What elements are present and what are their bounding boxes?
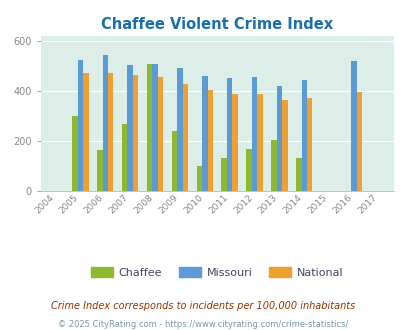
Bar	[127, 65, 132, 191]
Bar	[207, 90, 213, 191]
Bar	[147, 64, 152, 191]
Bar	[281, 100, 287, 191]
Bar	[196, 166, 202, 191]
Bar	[77, 60, 83, 191]
Bar	[257, 94, 262, 191]
Bar	[122, 124, 127, 191]
Bar	[182, 84, 188, 191]
Bar	[83, 73, 88, 191]
Bar	[226, 78, 232, 191]
Bar	[301, 80, 306, 191]
Bar	[232, 94, 237, 191]
Bar	[356, 92, 361, 191]
Bar	[152, 64, 158, 191]
Bar	[108, 73, 113, 191]
Bar	[132, 75, 138, 191]
Bar	[295, 158, 301, 191]
Bar	[72, 116, 77, 191]
Bar	[350, 61, 356, 191]
Bar	[276, 86, 281, 191]
Bar	[177, 68, 182, 191]
Bar	[221, 158, 226, 191]
Text: Crime Index corresponds to incidents per 100,000 inhabitants: Crime Index corresponds to incidents per…	[51, 301, 354, 311]
Bar	[246, 149, 251, 191]
Bar	[97, 150, 102, 191]
Bar	[102, 55, 108, 191]
Legend: Chaffee, Missouri, National: Chaffee, Missouri, National	[86, 262, 347, 282]
Text: © 2025 CityRating.com - https://www.cityrating.com/crime-statistics/: © 2025 CityRating.com - https://www.city…	[58, 320, 347, 329]
Bar	[251, 77, 257, 191]
Bar	[202, 76, 207, 191]
Title: Chaffee Violent Crime Index: Chaffee Violent Crime Index	[101, 17, 333, 32]
Bar	[306, 98, 312, 191]
Bar	[271, 140, 276, 191]
Bar	[158, 77, 163, 191]
Bar	[171, 131, 177, 191]
